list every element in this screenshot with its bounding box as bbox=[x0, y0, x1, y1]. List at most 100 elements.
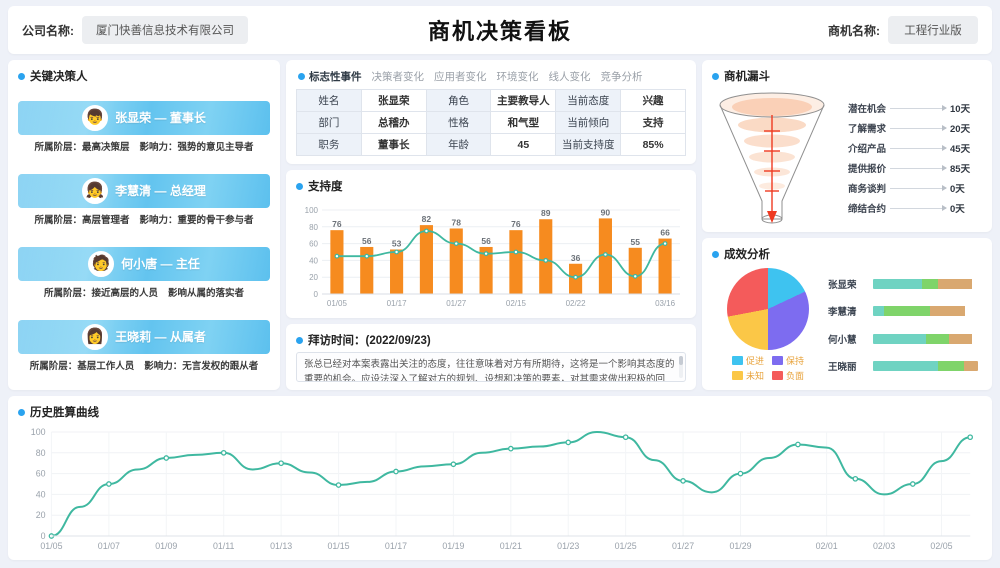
table-row: 部门 总稽办 性格 和气型 当前倾向 支持 bbox=[296, 111, 686, 134]
funnel-graphic-icon bbox=[719, 92, 825, 224]
man-avatar: 🧑 bbox=[88, 250, 115, 277]
decision-maker-banner[interactable]: 👩 王晓莉 — 从属者 bbox=[18, 319, 270, 354]
svg-text:89: 89 bbox=[541, 208, 551, 218]
legend-label: 促进 bbox=[745, 356, 764, 366]
visit-note-title: 拜访时间：(2022/09/23) bbox=[296, 332, 686, 348]
tab-1[interactable]: 决策者变化 bbox=[372, 69, 425, 84]
funnel-stage-value: 0天 bbox=[950, 184, 965, 195]
funnel-arrow-icon bbox=[890, 124, 947, 131]
decision-maker-item[interactable]: 👦 张显荣 — 董事长 所属阶层：最高决策层 影响力：强势的意见主导者 bbox=[18, 100, 270, 153]
svg-text:01/29: 01/29 bbox=[729, 541, 751, 551]
decision-maker-item[interactable]: 🧑 何小唐 — 主任 所属阶层：接近高层的人员 影响从属的落实者 bbox=[18, 246, 270, 299]
table-key-cell: 部门 bbox=[296, 111, 362, 134]
decision-maker-level: 所属阶层：基层工作人员 bbox=[29, 360, 135, 372]
svg-text:01/09: 01/09 bbox=[155, 541, 177, 551]
funnel-title: 商机漏斗 bbox=[712, 68, 982, 84]
performance-bar-segment bbox=[948, 333, 972, 344]
svg-text:01/17: 01/17 bbox=[387, 299, 408, 308]
performance-bar-name: 张显荣 bbox=[828, 279, 857, 291]
decision-maker-influence: 影响从属的落实者 bbox=[168, 287, 245, 299]
support-chart-card: 支持度 0 20 40 60 80 100 76 56 53 82 78 56 76 89 36 90 55 66… bbox=[286, 170, 696, 318]
svg-text:01/27: 01/27 bbox=[446, 299, 467, 308]
key-decision-makers-title: 关键决策人 bbox=[18, 68, 270, 84]
performance-bar-segment bbox=[938, 278, 972, 289]
svg-text:01/07: 01/07 bbox=[98, 541, 120, 551]
decision-maker-item[interactable]: 👩 王晓莉 — 从属者所属阶层：基层工作人员 影响力：无言发权的跟从者 bbox=[18, 319, 270, 372]
svg-text:36: 36 bbox=[571, 253, 581, 263]
svg-text:76: 76 bbox=[511, 219, 521, 229]
performance-bar-name: 李慧清 bbox=[828, 307, 857, 319]
tab-3[interactable]: 环境变化 bbox=[497, 69, 539, 84]
svg-text:100: 100 bbox=[31, 427, 46, 437]
performance-bar-row: 何小慧 bbox=[828, 332, 978, 346]
decision-maker-meta: 所属阶层：基层工作人员 影响力：无言发权的跟从者 bbox=[18, 358, 270, 372]
table-key-cell: 职务 bbox=[296, 133, 362, 156]
svg-text:02/22: 02/22 bbox=[566, 299, 587, 308]
visit-note-textbox[interactable]: 张总已经对本案表露出关注的态度，往往意味着对方有所期待，这将是一个影响其态度的重… bbox=[296, 352, 686, 382]
performance-stacked-bar bbox=[873, 333, 978, 344]
decision-maker-banner[interactable]: 👧 李慧清 — 总经理 bbox=[18, 173, 270, 208]
legend-label: 未知 bbox=[745, 371, 764, 381]
funnel-stage-row: 缔结合约 0天 bbox=[836, 201, 980, 215]
funnel-stage-value: 45天 bbox=[950, 144, 971, 155]
performance-bar-segment bbox=[964, 361, 978, 372]
tab-4[interactable]: 线人变化 bbox=[549, 69, 591, 84]
visit-note-card: 拜访时间：(2022/09/23) 张总已经对本案表露出关注的态度，往往意味着对… bbox=[286, 324, 696, 390]
tab-label: 标志性事件 bbox=[309, 71, 362, 83]
decision-maker-meta: 所属阶层：高层管理者 影响力：重要的骨干参与者 bbox=[18, 212, 270, 226]
opportunity-name-input[interactable]: 工程行业版 bbox=[888, 16, 978, 44]
table-key-cell: 当前支持度 bbox=[555, 133, 622, 156]
boy-glasses-avatar: 👦 bbox=[82, 104, 109, 131]
funnel-arrow-icon bbox=[890, 164, 947, 171]
performance-bar-segment bbox=[873, 361, 939, 372]
decision-maker-list: 👦 张显荣 — 董事长 所属阶层：最高决策层 影响力：强势的意见主导者 👧 李慧清 — 总… bbox=[18, 88, 270, 382]
funnel-stage-name: 商务谈判 bbox=[847, 184, 886, 195]
table-value-cell: 兴趣 bbox=[620, 89, 686, 112]
svg-text:01/17: 01/17 bbox=[385, 541, 407, 551]
table-key-cell: 姓名 bbox=[296, 89, 362, 112]
table-value-cell: 董事长 bbox=[360, 133, 427, 156]
tab-0[interactable]: 标志性事件 bbox=[298, 69, 362, 84]
funnel-stage-row: 潜在机会 10天 bbox=[836, 101, 980, 115]
opportunity-name-label: 商机名称: bbox=[828, 23, 880, 38]
main-content-row: 关键决策人 👦 张显荣 — 董事长 所属阶层：最高决策层 影响力：强势的意见主导者 👧 李… bbox=[8, 60, 992, 390]
tab-label: 决策者变化 bbox=[371, 71, 425, 83]
decision-maker-banner[interactable]: 👦 张显荣 — 董事长 bbox=[18, 100, 270, 135]
performance-legend: 促进 保持 未知 负面 bbox=[731, 354, 805, 382]
tab-5[interactable]: 竞争分析 bbox=[601, 69, 643, 84]
company-name-label: 公司名称: bbox=[22, 23, 74, 38]
visit-note-scrollbar[interactable] bbox=[679, 356, 683, 378]
funnel-arrow-icon bbox=[890, 204, 947, 211]
decision-maker-banner[interactable]: 🧑 何小唐 — 主任 bbox=[18, 246, 270, 281]
table-value-cell: 和气型 bbox=[490, 111, 557, 134]
performance-bar-segment bbox=[925, 333, 949, 344]
legend-label: 保持 bbox=[786, 356, 805, 366]
table-value-cell: 85% bbox=[620, 133, 686, 156]
opportunity-funnel-card: 商机漏斗 bbox=[702, 60, 992, 232]
funnel-arrow-icon bbox=[890, 144, 947, 151]
svg-text:53: 53 bbox=[392, 238, 402, 248]
performance-bar-segment bbox=[873, 278, 923, 289]
tab-label: 线人变化 bbox=[548, 71, 591, 83]
woman-braids-avatar: 👧 bbox=[82, 177, 109, 204]
funnel-stage-row: 提供报价 85天 bbox=[836, 161, 980, 175]
svg-text:40: 40 bbox=[309, 256, 318, 265]
legend-swatch-icon bbox=[772, 371, 783, 380]
funnel-stage-value: 20天 bbox=[950, 124, 971, 135]
tab-strip: 标志性事件 决策者变化 应用者变化 环境变化 线人变化 竞争分析 bbox=[296, 68, 686, 89]
svg-text:01/05: 01/05 bbox=[40, 541, 62, 551]
decision-maker-item[interactable]: 👧 李慧清 — 总经理所属阶层：高层管理者 影响力：重要的骨干参与者 bbox=[18, 173, 270, 226]
svg-text:56: 56 bbox=[481, 236, 491, 246]
legend-swatch-icon bbox=[731, 371, 743, 380]
bullet-dot-icon bbox=[296, 336, 303, 344]
svg-text:03/16: 03/16 bbox=[655, 299, 676, 308]
svg-text:01/19: 01/19 bbox=[442, 541, 464, 551]
decision-maker-name: 何小唐 — 主任 bbox=[121, 257, 200, 271]
tab-label: 竞争分析 bbox=[600, 71, 643, 83]
history-title-text: 历史胜算曲线 bbox=[30, 407, 99, 419]
tab-2[interactable]: 应用者变化 bbox=[434, 69, 487, 84]
performance-body: 促进 保持 未知 负面 张显荣 李慧清 何小慧 王晓丽 bbox=[712, 266, 982, 382]
company-name-input[interactable]: 厦门快善信息技术有限公司 bbox=[82, 16, 248, 44]
bullet-dot-icon bbox=[18, 72, 25, 80]
